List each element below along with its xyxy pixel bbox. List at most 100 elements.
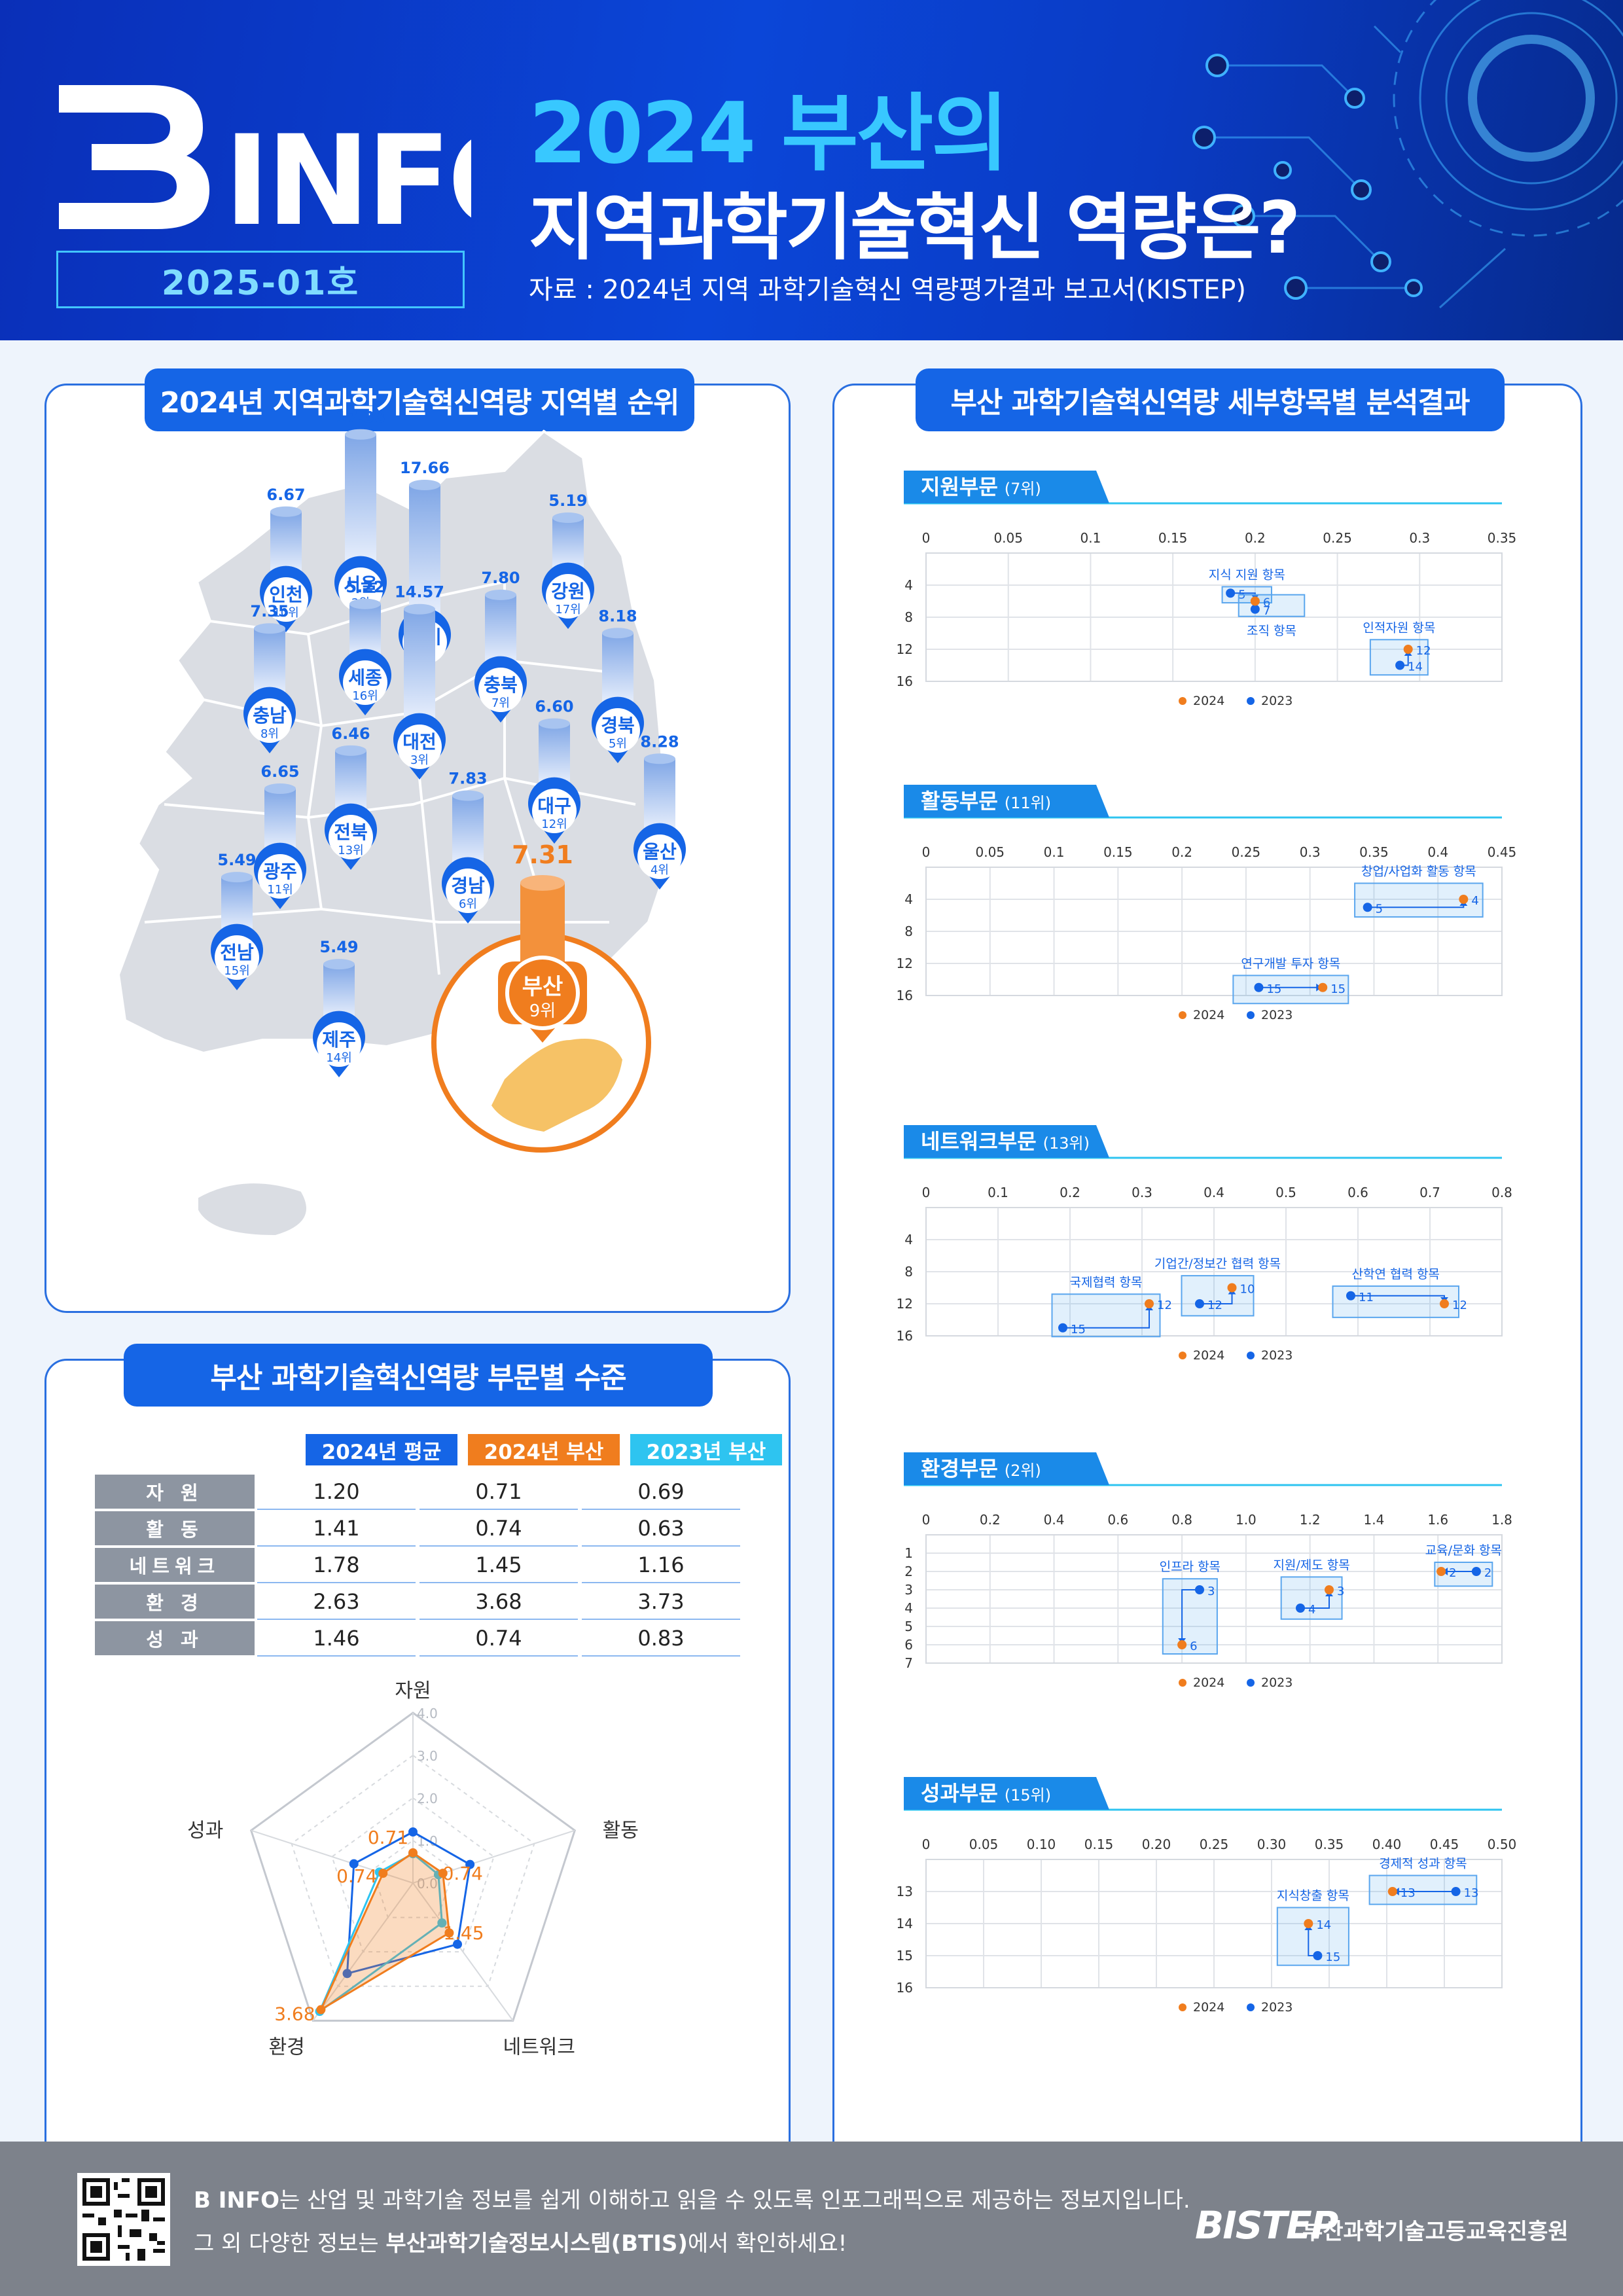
y-tick: 6 xyxy=(904,1637,913,1653)
point-2024 xyxy=(1388,1887,1397,1896)
source-note: 자료 : 2024년 지역 과학기술혁신 역량평가결과 보고서(KISTEP) xyxy=(529,268,1246,306)
x-tick: 0.15 xyxy=(1158,530,1188,546)
region-name: 전북 xyxy=(334,821,368,843)
x-tick: 0.4 xyxy=(1044,1512,1065,1528)
value-bar-top xyxy=(323,959,355,969)
region-value: 14.57 xyxy=(395,583,444,601)
x-tick: 1.0 xyxy=(1236,1512,1257,1528)
item-label: 인적자원 항목 xyxy=(1363,620,1435,635)
radar-data-label: 0.74 xyxy=(336,1865,377,1887)
region-name: 경북 xyxy=(601,715,635,736)
legend-2024-icon xyxy=(1179,1011,1186,1019)
region-value: 7.80 xyxy=(481,569,520,587)
region-value: 5.19 xyxy=(548,492,587,510)
y-tick: 16 xyxy=(897,673,913,689)
table-cell: 0.63 xyxy=(582,1511,740,1547)
region-name: 충북 xyxy=(484,674,518,696)
region-value: 17.66 xyxy=(400,459,450,477)
region-name: 광주 xyxy=(263,861,297,882)
item-box xyxy=(1333,1286,1459,1318)
radar-tick: 4.0 xyxy=(417,1706,438,1721)
x-tick: 0.25 xyxy=(1200,1837,1229,1852)
value-bar-top xyxy=(552,512,584,523)
point-rank: 3 xyxy=(1337,1585,1344,1598)
radar-axis-label: 네트워크 xyxy=(503,2036,575,2058)
region-rank: 15위 xyxy=(224,964,249,978)
point-2024 xyxy=(1145,1299,1154,1308)
x-tick: 0.3 xyxy=(1409,530,1430,546)
legend-2024: 2024 xyxy=(1193,694,1224,708)
korea-map: 6.67인천10위17.38서울2위17.66경기1위5.19강원17위7.80… xyxy=(46,386,793,1315)
legend-2023-icon xyxy=(1247,1011,1255,1019)
point-2023 xyxy=(1313,1951,1322,1960)
point-rank: 12 xyxy=(1157,1299,1172,1312)
point-2023 xyxy=(1254,983,1263,992)
row-header: 환 경 xyxy=(95,1585,255,1620)
busan-value: 7.31 xyxy=(512,840,573,869)
y-tick: 4 xyxy=(904,1600,913,1616)
region-value: 5.49 xyxy=(217,851,256,869)
x-tick: 1.4 xyxy=(1364,1512,1385,1528)
point-rank: 10 xyxy=(1240,1283,1255,1297)
region-value: 5.22 xyxy=(346,578,384,596)
x-tick: 0.2 xyxy=(1060,1185,1080,1200)
item-group-2: 산학연 협력 항목1112 xyxy=(1333,1267,1467,1318)
x-tick: 1.6 xyxy=(1427,1512,1448,1528)
value-bar xyxy=(221,877,253,931)
x-tick: 0 xyxy=(922,1185,931,1200)
item-box xyxy=(1052,1294,1160,1336)
value-bar xyxy=(644,759,675,831)
legend-2023-icon xyxy=(1247,1679,1255,1687)
legend-2023-icon xyxy=(1247,2003,1255,2011)
value-bar-top xyxy=(335,745,366,756)
table-cell: 0.71 xyxy=(419,1475,578,1510)
legend-2024-icon xyxy=(1179,1352,1186,1359)
point-rank: 15 xyxy=(1330,982,1346,996)
item-label: 산학연 협력 항목 xyxy=(1352,1267,1440,1282)
radar-data-label: 0.74 xyxy=(442,1863,483,1884)
y-tick: 13 xyxy=(897,1884,913,1899)
x-tick: 0.25 xyxy=(1232,844,1261,860)
logo-text: INFO xyxy=(224,109,471,236)
point-rank: 15 xyxy=(1266,982,1281,996)
scatter-chart-4: 성과부문 (15위) 0 0.05 0.10 0.15 0.20 0.25 0.30 0.35 0.… xyxy=(897,1777,1517,2015)
busan-rank: 9위 xyxy=(529,1001,556,1021)
point-rank: 12 xyxy=(1207,1299,1222,1312)
legend-2024: 2024 xyxy=(1193,1348,1224,1363)
y-tick: 15 xyxy=(897,1948,913,1964)
table-cell: 0.69 xyxy=(582,1475,740,1510)
x-tick: 0.35 xyxy=(1488,530,1517,546)
detail-scatter-charts: 지원부문 (7위)0 0.05 0.1 0.15 0.2 0.25 0.3 0.35481216… xyxy=(834,386,1584,2238)
y-tick: 12 xyxy=(897,641,913,657)
item-group-1: 지원/제도 항목 4 3 xyxy=(1273,1558,1349,1619)
legend-2023-icon xyxy=(1247,1352,1255,1359)
btis-link[interactable]: 부산과학기술정보시스템(BTIS) xyxy=(385,2231,687,2257)
value-bar-top xyxy=(539,718,570,728)
region-value: 5.49 xyxy=(319,938,358,956)
region-name: 강원 xyxy=(551,581,585,602)
x-tick: 0.10 xyxy=(1027,1837,1056,1852)
item-label: 교육/문화 항목 xyxy=(1425,1543,1502,1558)
point-2023 xyxy=(1296,1604,1305,1613)
radar-chart: 4.03.02.01.00.0자원활동네트워크환경성과0.710.741.453… xyxy=(46,1675,793,2120)
value-bar xyxy=(539,723,570,785)
x-tick: 0.2 xyxy=(1245,530,1266,546)
region-rank: 8위 xyxy=(260,727,279,741)
x-tick: 0.40 xyxy=(1372,1837,1402,1852)
y-tick: 8 xyxy=(904,609,913,625)
x-tick: 0.35 xyxy=(1315,1837,1344,1852)
item-box xyxy=(1239,595,1305,617)
region-rank: 14위 xyxy=(326,1051,351,1065)
item-group-0: 창업/사업화 활동 항목54 xyxy=(1355,865,1483,917)
point-2024 xyxy=(1177,1640,1186,1649)
x-tick: 0.4 xyxy=(1427,844,1448,860)
point-2024 xyxy=(1325,1585,1334,1594)
point-2024 xyxy=(1440,1299,1449,1308)
radar-data-label: 1.45 xyxy=(443,1922,484,1944)
value-bar-top xyxy=(254,623,285,634)
region-value: 7.83 xyxy=(448,770,487,788)
qr-code[interactable] xyxy=(77,2173,170,2266)
y-tick: 8 xyxy=(904,924,913,939)
x-tick: 0.30 xyxy=(1257,1837,1287,1852)
item-group-2: 교육/문화 항목 2 2 xyxy=(1425,1543,1502,1586)
